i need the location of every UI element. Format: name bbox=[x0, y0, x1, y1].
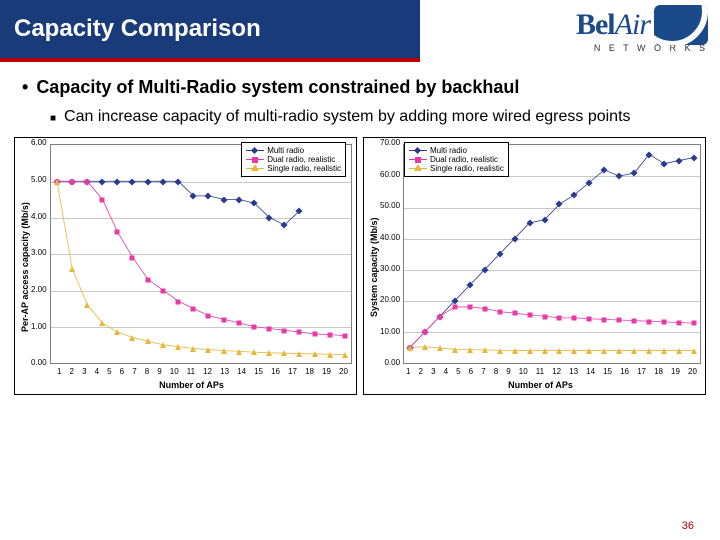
chart-legend: Multi radioDual radio, realisticSingle r… bbox=[241, 142, 346, 177]
charts-row: Multi radioDual radio, realisticSingle r… bbox=[0, 127, 720, 395]
chart-right: Multi radioDual radio, realisticSingle r… bbox=[363, 137, 706, 395]
y-ticks: 70.0060.0050.0040.0030.0020.0010.000.00 bbox=[380, 144, 403, 364]
plot-area bbox=[50, 144, 352, 364]
x-axis-label: Number of APs bbox=[380, 380, 701, 390]
bullet-sub: ■ Can increase capacity of multi-radio s… bbox=[50, 107, 698, 128]
bullet-sub-text: Can increase capacity of multi-radio sys… bbox=[64, 107, 630, 128]
logo-swoosh-icon bbox=[654, 5, 708, 45]
y-axis-label: Per-AP access capacity (Mb/s) bbox=[19, 144, 31, 390]
title-bg: Capacity Comparison bbox=[0, 0, 420, 58]
title-bar: Capacity Comparison BelAir N E T W O R K… bbox=[0, 0, 720, 58]
logo-text: BelAir bbox=[576, 8, 650, 42]
plot-area bbox=[403, 144, 701, 364]
y-ticks: 6.005.004.003.002.001.000.00 bbox=[31, 144, 50, 364]
slide-title: Capacity Comparison bbox=[0, 15, 261, 43]
content: • Capacity of Multi-Radio system constra… bbox=[0, 62, 720, 127]
chart-left: Multi radioDual radio, realisticSingle r… bbox=[14, 137, 357, 395]
bullet-dot-icon: • bbox=[22, 76, 28, 99]
y-axis-label: System capacity (Mb/s) bbox=[368, 144, 380, 390]
logo: BelAir N E T W O R K S bbox=[420, 0, 720, 58]
page-number: 36 bbox=[682, 520, 694, 532]
chart-legend: Multi radioDual radio, realisticSingle r… bbox=[404, 142, 509, 177]
x-ticks: 1234567891011121314151617181920 bbox=[380, 364, 701, 376]
bullet-square-icon: ■ bbox=[50, 112, 56, 128]
bullet-main-text: Capacity of Multi-Radio system constrain… bbox=[36, 76, 519, 99]
x-ticks: 1234567891011121314151617181920 bbox=[31, 364, 352, 376]
x-axis-label: Number of APs bbox=[31, 380, 352, 390]
bullet-main: • Capacity of Multi-Radio system constra… bbox=[22, 76, 698, 99]
